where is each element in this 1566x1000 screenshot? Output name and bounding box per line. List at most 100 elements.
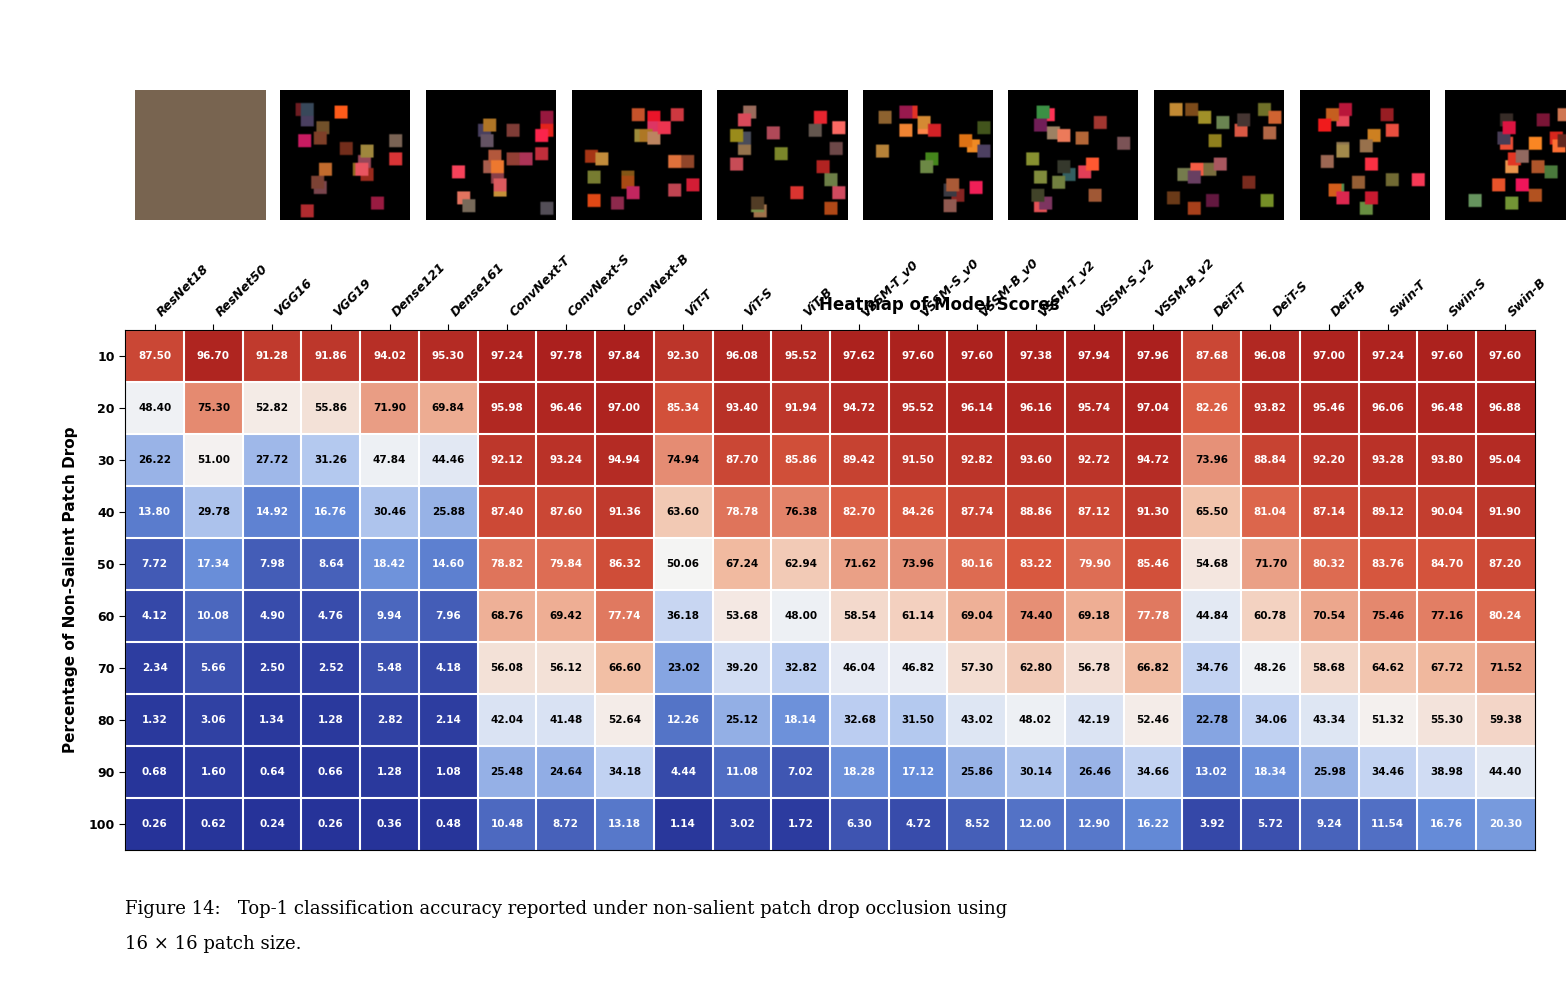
Text: 30.46: 30.46 — [373, 507, 406, 517]
Text: 89.42: 89.42 — [843, 455, 875, 465]
Text: 1.34: 1.34 — [258, 715, 285, 725]
Text: 91.86: 91.86 — [315, 351, 348, 361]
Text: 3.02: 3.02 — [730, 819, 755, 829]
Text: 95.30: 95.30 — [432, 351, 465, 361]
Text: 71.90: 71.90 — [373, 403, 406, 413]
Text: 97.62: 97.62 — [843, 351, 875, 361]
Text: 12.90: 12.90 — [1077, 819, 1110, 829]
Text: 32.68: 32.68 — [843, 715, 875, 725]
Text: 97.00: 97.00 — [1312, 351, 1345, 361]
Text: 18.34: 18.34 — [1254, 767, 1287, 777]
Text: 1.14: 1.14 — [670, 819, 697, 829]
Text: 88.84: 88.84 — [1254, 455, 1287, 465]
Text: 25.48: 25.48 — [490, 767, 523, 777]
Text: 0.68: 0.68 — [143, 767, 168, 777]
Text: 52.64: 52.64 — [608, 715, 640, 725]
Text: 94.94: 94.94 — [608, 455, 640, 465]
Text: 14.60: 14.60 — [432, 559, 465, 569]
Text: 67.24: 67.24 — [725, 559, 758, 569]
Text: 81.04: 81.04 — [1254, 507, 1287, 517]
Text: 86.32: 86.32 — [608, 559, 640, 569]
Text: 7.72: 7.72 — [141, 559, 168, 569]
Text: 8.64: 8.64 — [318, 559, 345, 569]
Text: 93.60: 93.60 — [1019, 455, 1052, 465]
Text: 25.88: 25.88 — [432, 507, 465, 517]
Text: 76.38: 76.38 — [785, 507, 817, 517]
Text: 48.00: 48.00 — [785, 611, 817, 621]
Text: 95.52: 95.52 — [902, 403, 935, 413]
Text: 71.70: 71.70 — [1254, 559, 1287, 569]
Text: 47.84: 47.84 — [373, 455, 406, 465]
Text: 34.46: 34.46 — [1372, 767, 1405, 777]
Text: 88.86: 88.86 — [1019, 507, 1052, 517]
Text: 18.42: 18.42 — [373, 559, 406, 569]
Text: 96.48: 96.48 — [1430, 403, 1463, 413]
Text: 69.42: 69.42 — [550, 611, 583, 621]
Text: 97.60: 97.60 — [1489, 351, 1522, 361]
Text: 84.26: 84.26 — [902, 507, 935, 517]
Text: 4.90: 4.90 — [260, 611, 285, 621]
Text: 7.98: 7.98 — [260, 559, 285, 569]
Text: 0.26: 0.26 — [143, 819, 168, 829]
Text: 6.30: 6.30 — [847, 819, 872, 829]
Text: 91.30: 91.30 — [1137, 507, 1170, 517]
Text: 11.54: 11.54 — [1372, 819, 1405, 829]
Text: 95.52: 95.52 — [785, 351, 817, 361]
Text: 62.80: 62.80 — [1019, 663, 1052, 673]
Text: 12.00: 12.00 — [1019, 819, 1052, 829]
Text: 18.28: 18.28 — [843, 767, 875, 777]
Text: 54.68: 54.68 — [1195, 559, 1228, 569]
Text: 1.60: 1.60 — [200, 767, 226, 777]
Text: 95.04: 95.04 — [1489, 455, 1522, 465]
Text: 69.04: 69.04 — [960, 611, 993, 621]
Text: 60.78: 60.78 — [1254, 611, 1287, 621]
Text: 71.62: 71.62 — [843, 559, 875, 569]
Text: 25.86: 25.86 — [960, 767, 993, 777]
Text: 0.48: 0.48 — [435, 819, 462, 829]
Text: 34.18: 34.18 — [608, 767, 640, 777]
Text: 80.24: 80.24 — [1489, 611, 1522, 621]
Text: 91.28: 91.28 — [255, 351, 288, 361]
Text: 74.40: 74.40 — [1019, 611, 1052, 621]
Text: 97.60: 97.60 — [960, 351, 993, 361]
Text: 87.60: 87.60 — [550, 507, 583, 517]
Text: 69.84: 69.84 — [432, 403, 465, 413]
Text: 97.24: 97.24 — [1372, 351, 1405, 361]
Text: 91.50: 91.50 — [902, 455, 935, 465]
Text: 93.40: 93.40 — [725, 403, 758, 413]
Text: 92.12: 92.12 — [490, 455, 523, 465]
Text: 63.60: 63.60 — [667, 507, 700, 517]
Text: 24.64: 24.64 — [550, 767, 583, 777]
Text: 70.54: 70.54 — [1312, 611, 1345, 621]
Text: 13.18: 13.18 — [608, 819, 640, 829]
Text: 39.20: 39.20 — [725, 663, 758, 673]
Text: 42.19: 42.19 — [1077, 715, 1110, 725]
Text: 16 × 16 patch size.: 16 × 16 patch size. — [125, 935, 302, 953]
Text: 95.46: 95.46 — [1312, 403, 1345, 413]
Text: 92.72: 92.72 — [1077, 455, 1110, 465]
Text: 0.64: 0.64 — [258, 767, 285, 777]
Text: 97.94: 97.94 — [1077, 351, 1110, 361]
Text: 23.02: 23.02 — [667, 663, 700, 673]
Text: 55.30: 55.30 — [1430, 715, 1463, 725]
Text: 17.34: 17.34 — [197, 559, 230, 569]
Text: 77.16: 77.16 — [1430, 611, 1463, 621]
Text: 93.82: 93.82 — [1254, 403, 1287, 413]
Text: 1.08: 1.08 — [435, 767, 460, 777]
Text: 9.24: 9.24 — [1317, 819, 1342, 829]
Text: 3.06: 3.06 — [200, 715, 226, 725]
Text: 84.70: 84.70 — [1430, 559, 1463, 569]
Text: 66.82: 66.82 — [1137, 663, 1170, 673]
Text: 17.12: 17.12 — [902, 767, 935, 777]
Text: Heatmap of Model Scores: Heatmap of Model Scores — [819, 296, 1060, 314]
Text: 48.40: 48.40 — [138, 403, 171, 413]
Text: 8.52: 8.52 — [965, 819, 990, 829]
Text: 4.18: 4.18 — [435, 663, 462, 673]
Text: 44.84: 44.84 — [1195, 611, 1228, 621]
Text: 87.12: 87.12 — [1077, 507, 1110, 517]
Text: 85.86: 85.86 — [785, 455, 817, 465]
Text: 97.84: 97.84 — [608, 351, 640, 361]
Text: 31.26: 31.26 — [315, 455, 348, 465]
Text: 18.14: 18.14 — [785, 715, 817, 725]
Text: 5.48: 5.48 — [376, 663, 402, 673]
